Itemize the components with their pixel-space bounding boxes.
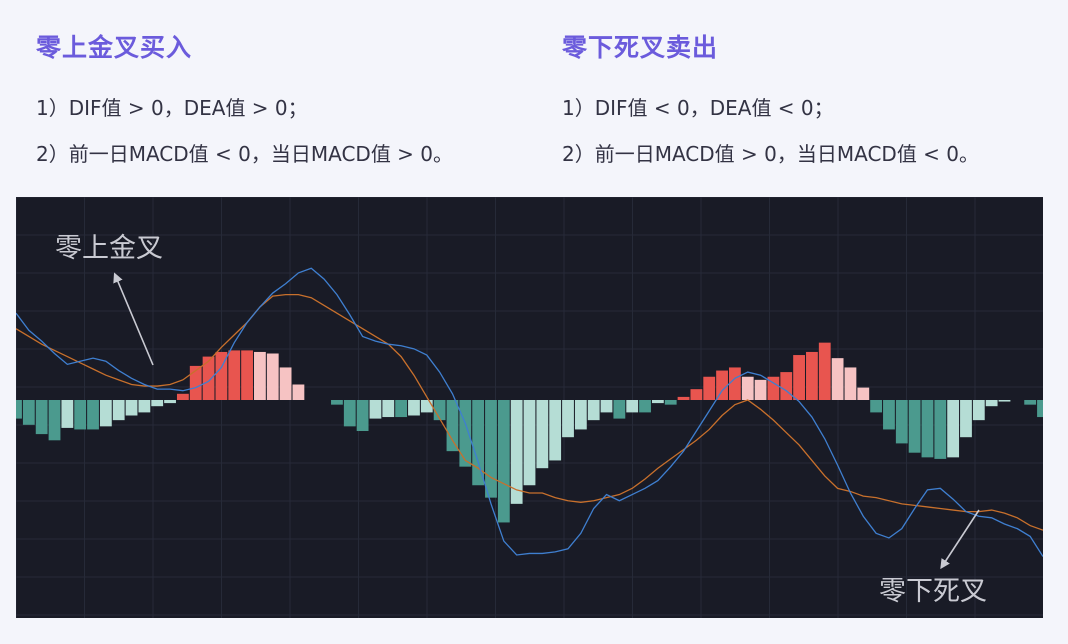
histogram-bar [728,367,741,400]
histogram-bar [279,367,292,400]
histogram-bar [587,400,600,421]
histogram-bar [266,353,279,400]
golden-cross-title: 零上金叉买入 [36,33,193,62]
histogram-bar [459,400,472,467]
histogram-bar [574,400,587,430]
histogram-bar [549,400,562,461]
histogram-bar [754,379,767,400]
death-cross-condition-2: 2）前一日MACD值 > 0，当日MACD值 < 0。 [562,142,980,166]
histogram-bar [600,400,613,413]
histogram-bar [741,376,754,400]
histogram-bar [369,400,382,419]
histogram-bar [780,372,793,400]
histogram-bar [125,400,138,416]
golden-cross-condition-1: 1）DIF值 > 0，DEA值 > 0； [36,96,308,120]
histogram-bar [151,400,164,407]
histogram-bar [870,400,883,413]
histogram-bar [960,400,972,438]
histogram-bar [408,400,420,416]
histogram-bar [446,400,459,452]
histogram-bar [793,355,805,400]
histogram-bar [254,351,266,400]
histogram-bar [99,400,112,427]
histogram-bar [947,400,960,458]
histogram-bar [664,400,677,405]
histogram-bar [215,351,228,400]
histogram-bar [497,400,510,523]
annotations: 零上金叉 零下死叉 [55,233,987,607]
histogram-bar [241,350,253,400]
histogram-bar [972,400,985,421]
death-cross-title: 零下死叉卖出 [562,33,719,62]
histogram-bar [382,400,395,418]
histogram-bar [433,400,446,421]
histogram-bar [690,389,703,400]
death-cross-label: 零下死叉 [879,576,987,607]
histogram-bar [998,400,1011,402]
histogram-bar [857,387,870,400]
histogram-bar [908,400,921,453]
histogram-bar [523,400,536,486]
macd-histogram [16,342,1043,523]
histogram-bar [74,400,87,430]
histogram-bar [420,400,433,413]
histogram-bar [716,370,728,400]
histogram-bar [651,400,664,404]
histogram-bar [472,400,485,486]
histogram-bar [1037,400,1043,418]
histogram-bar [112,400,125,421]
histogram-bar [806,351,818,400]
golden-cross-label: 零上金叉 [55,233,163,264]
histogram-bar [626,400,639,413]
histogram-bar [485,400,497,498]
histogram-bar [87,400,99,430]
histogram-bar [613,400,626,419]
death-cross-arrow [940,509,980,570]
histogram-bar [934,400,947,459]
histogram-bar [331,400,343,405]
histogram-bar [61,400,74,428]
histogram-bar [138,400,151,413]
golden-cross-arrow [113,272,154,366]
histogram-bar [356,400,369,431]
macd-chart-svg: 零上金叉 零下死叉 [16,197,1043,618]
histogram-bar [767,376,780,400]
histogram-bar [16,400,22,419]
histogram-bar [703,376,716,400]
histogram-bar [844,367,857,400]
histogram-bar [536,400,549,469]
histogram-bar [189,365,202,400]
histogram-bar [228,350,241,400]
macd-chart: 零上金叉 零下死叉 [16,197,1043,618]
death-cross-condition-1: 1）DIF值 < 0，DEA值 < 0； [562,96,834,120]
histogram-bar [510,400,523,504]
histogram-bar [164,400,176,404]
histogram-bar [292,384,305,400]
histogram-bar [202,356,215,400]
histogram-bar [639,400,651,413]
histogram-bar [985,400,998,407]
histogram-bar [395,400,408,418]
histogram-bar [883,400,895,430]
histogram-bar [35,400,48,435]
histogram-bar [176,393,189,400]
dea-line [16,293,1043,531]
histogram-bar [343,400,356,427]
histogram-bar [48,400,61,441]
histogram-bar [22,400,35,425]
dif-line [16,267,1043,557]
histogram-bar [677,396,690,400]
histogram-bar [562,400,574,438]
histogram-bar [818,342,831,400]
histogram-bar [831,358,844,400]
histogram-bar [1024,400,1037,405]
histogram-bar [895,400,908,444]
golden-cross-condition-2: 2）前一日MACD值 < 0，当日MACD值 > 0。 [36,142,454,166]
histogram-bar [921,400,934,458]
